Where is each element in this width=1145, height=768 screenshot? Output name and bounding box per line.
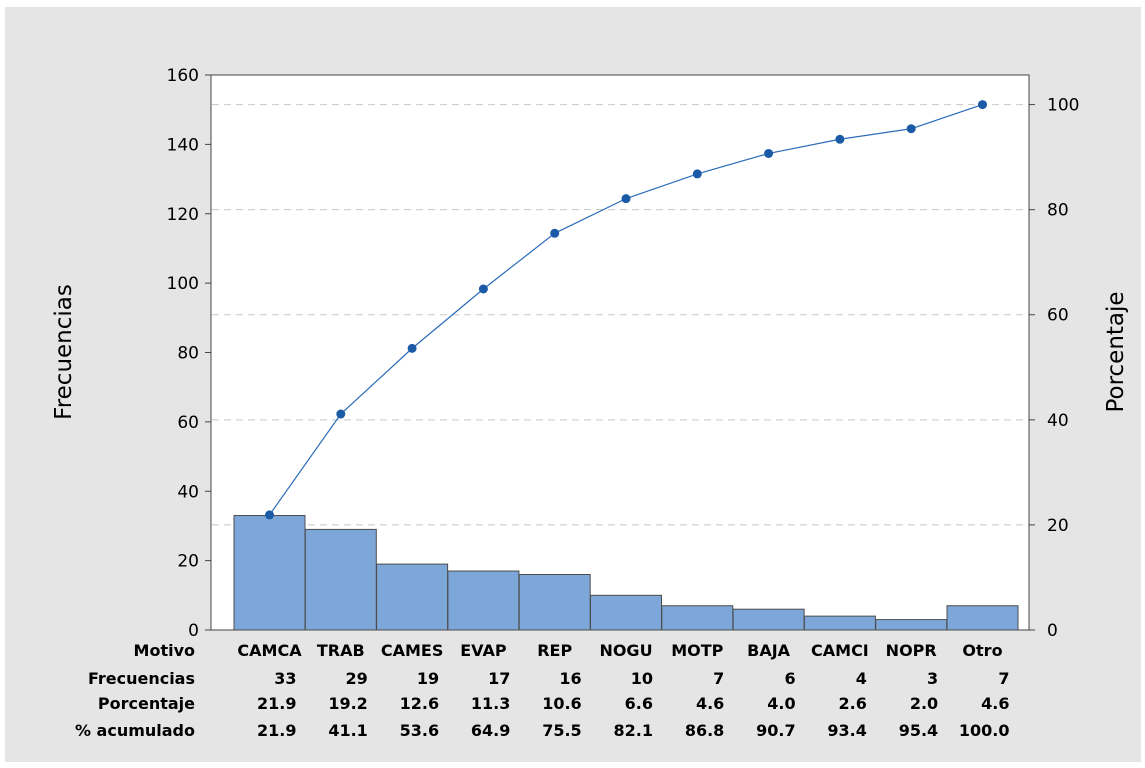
bar-NOPR <box>875 619 948 631</box>
table-acumulado-0: 21.9 <box>257 721 296 740</box>
cumulative-point-BAJA <box>764 148 774 158</box>
table-porcentaje-9: 2.0 <box>910 694 938 713</box>
table-motivo-0: CAMCA <box>237 641 302 660</box>
table-acumulado-1: 41.1 <box>328 721 367 740</box>
data-table: Motivo Frecuencias Porcentaje % acumulad… <box>75 641 1010 740</box>
table-motivo-10: Otro <box>962 641 1002 660</box>
table-porcentaje-3: 11.3 <box>471 694 510 713</box>
table-row-label-porcentaje: Porcentaje <box>98 694 195 713</box>
bar-CAMCI <box>803 615 876 631</box>
bar-MOTP <box>661 605 734 631</box>
bar-REP <box>518 574 591 631</box>
table-acumulado-6: 86.8 <box>685 721 724 740</box>
table-porcentaje-8: 2.6 <box>839 694 867 713</box>
y-tick-label-40: 40 <box>177 482 199 502</box>
table-motivo-6: MOTP <box>671 641 723 660</box>
cumulative-line <box>265 100 987 520</box>
y-axis-title: Frecuencias <box>51 284 77 420</box>
table-frecuencias-10: 7 <box>998 669 1009 688</box>
y-tick-label-80: 80 <box>177 344 199 364</box>
table-motivo-5: NOGU <box>599 641 652 660</box>
table-porcentaje-2: 12.6 <box>400 694 439 713</box>
cumulative-point-CAMCI <box>835 134 845 144</box>
table-porcentaje-7: 4.0 <box>767 694 795 713</box>
table-motivo-3: EVAP <box>460 641 507 660</box>
table-acumulado-7: 90.7 <box>756 721 795 740</box>
cumulative-point-CAMCA <box>265 510 274 520</box>
y2-tick-label-100: 100 <box>1047 96 1079 116</box>
table-porcentaje-1: 19.2 <box>328 694 367 713</box>
table-acumulado-10: 100.0 <box>959 721 1010 740</box>
table-frecuencias-0: 33 <box>274 669 296 688</box>
pareto-chart: 0 20 40 60 80 100 120 140 160 0 20 40 60 80 100 Frecue… <box>51 66 1129 740</box>
gridlines <box>212 104 1028 526</box>
pareto-chart-figure: 0 20 40 60 80 100 120 140 160 0 20 40 60 80 100 Frecue… <box>5 7 1141 762</box>
y-tick-label-120: 120 <box>167 205 199 225</box>
bar-NOGU <box>590 594 662 631</box>
table-motivo-9: NOPR <box>886 641 937 660</box>
table-motivo-4: REP <box>537 641 572 660</box>
bars <box>233 515 1019 631</box>
table-frecuencias-1: 29 <box>346 669 368 688</box>
bar-EVAP <box>447 570 520 631</box>
bar-CAMES <box>376 563 449 631</box>
cumulative-point-REP <box>550 228 560 238</box>
cumulative-point-MOTP <box>692 169 702 179</box>
table-motivo-8: CAMCI <box>811 641 869 660</box>
table-row-label-frecuencias: Frecuencias <box>88 669 195 688</box>
y2-tick-label-0: 0 <box>1047 621 1058 641</box>
table-acumulado-3: 64.9 <box>471 721 510 740</box>
y-tick-label-60: 60 <box>177 413 199 433</box>
table-motivo-2: CAMES <box>381 641 444 660</box>
y2-axis-title: Porcentaje <box>1103 291 1129 412</box>
y2-tick-label-20: 20 <box>1047 516 1069 536</box>
cumulative-point-NOGU <box>621 194 631 204</box>
table-motivo-1: TRAB <box>317 641 365 660</box>
bar-TRAB <box>304 528 377 631</box>
cumulative-point-Otro <box>978 100 987 110</box>
table-frecuencias-7: 6 <box>784 669 795 688</box>
cumulative-point-TRAB <box>336 409 346 419</box>
table-porcentaje-0: 21.9 <box>257 694 296 713</box>
table-porcentaje-4: 10.6 <box>542 694 581 713</box>
y2-tick-label-60: 60 <box>1047 306 1069 326</box>
table-frecuencias-2: 19 <box>417 669 439 688</box>
table-frecuencias-6: 7 <box>713 669 724 688</box>
y-tick-label-160: 160 <box>167 66 199 86</box>
y-tick-label-0: 0 <box>188 621 199 641</box>
cumulative-point-EVAP <box>478 284 488 294</box>
table-porcentaje-5: 6.6 <box>625 694 653 713</box>
axes: 0 20 40 60 80 100 120 140 160 0 20 40 60 80 100 <box>167 66 1080 641</box>
table-frecuencias-4: 16 <box>559 669 581 688</box>
bar-Otro <box>946 605 1019 631</box>
table-acumulado-5: 82.1 <box>614 721 653 740</box>
y2-tick-label-80: 80 <box>1047 201 1069 221</box>
y-tick-label-20: 20 <box>177 552 199 572</box>
table-frecuencias-8: 4 <box>856 669 867 688</box>
table-acumulado-9: 95.4 <box>899 721 938 740</box>
table-porcentaje-6: 4.6 <box>696 694 724 713</box>
table-motivo-7: BAJA <box>747 641 791 660</box>
table-frecuencias-9: 3 <box>927 669 938 688</box>
y-tick-label-140: 140 <box>167 135 199 155</box>
table-acumulado-4: 75.5 <box>542 721 581 740</box>
table-acumulado-8: 93.4 <box>827 721 866 740</box>
table-row-label-motivo: Motivo <box>134 641 195 660</box>
y-tick-label-100: 100 <box>167 274 199 294</box>
bar-CAMCA <box>233 515 306 631</box>
table-porcentaje-10: 4.6 <box>981 694 1009 713</box>
bar-BAJA <box>732 608 805 631</box>
cumulative-point-NOPR <box>906 124 916 134</box>
table-row-label-acumulado: % acumulado <box>75 721 195 740</box>
table-acumulado-2: 53.6 <box>400 721 439 740</box>
table-frecuencias-3: 17 <box>488 669 510 688</box>
table-frecuencias-5: 10 <box>631 669 653 688</box>
y2-tick-label-40: 40 <box>1047 411 1069 431</box>
cumulative-point-CAMES <box>407 343 417 353</box>
